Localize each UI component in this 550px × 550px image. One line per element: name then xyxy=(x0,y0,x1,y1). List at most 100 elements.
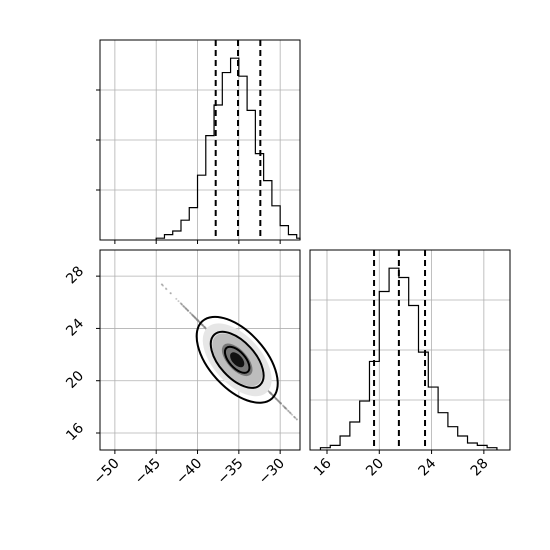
scatter-point xyxy=(182,305,185,308)
scatter-point xyxy=(268,390,271,393)
scatter-point xyxy=(276,398,279,401)
scatter-point xyxy=(191,313,193,316)
scatter-point xyxy=(277,400,280,403)
scatter-point xyxy=(268,391,271,394)
right-histogram-ticks: 16 20 24 28 xyxy=(311,450,492,479)
scatter-point xyxy=(185,307,188,310)
scatter-point xyxy=(177,300,180,303)
scatter-point xyxy=(268,391,271,394)
scatter-point xyxy=(284,406,287,409)
scatter-point xyxy=(193,316,196,319)
scatter-point xyxy=(165,288,168,291)
scatter-point xyxy=(192,314,195,317)
scatter-point xyxy=(187,309,190,312)
scatter-point xyxy=(194,316,197,319)
scatter-point xyxy=(196,318,199,321)
scatter-point xyxy=(270,392,273,395)
scatter-point xyxy=(185,308,188,311)
top-histogram-quantiles xyxy=(214,40,262,240)
scatter-point xyxy=(183,306,186,309)
scatter-point xyxy=(269,392,272,395)
scatter-point xyxy=(270,393,273,396)
scatter-point xyxy=(203,326,206,329)
scatter-point xyxy=(203,325,206,328)
density-level xyxy=(230,352,245,368)
scatter-point xyxy=(200,323,203,326)
scatter-point xyxy=(180,303,183,306)
joint-panel-frame xyxy=(99,249,301,451)
contour-line xyxy=(223,345,251,374)
scatter-point xyxy=(179,302,182,305)
scatter-point xyxy=(197,320,200,323)
scatter-point xyxy=(162,284,164,287)
scatter-point xyxy=(193,316,196,319)
scatter-point xyxy=(186,309,189,312)
scatter-point xyxy=(182,304,185,307)
scatter-point xyxy=(194,317,197,320)
right-histogram-steps xyxy=(319,267,498,450)
joint-y-tick-label: 16 xyxy=(63,420,87,444)
scatter-point xyxy=(279,402,282,404)
scatter-point xyxy=(164,287,167,290)
scatter-point xyxy=(196,319,199,322)
scatter-point xyxy=(280,402,282,405)
scatter-point xyxy=(278,401,281,404)
scatter-point xyxy=(201,324,204,327)
scatter-point xyxy=(198,320,201,323)
right-histogram-frame xyxy=(309,249,511,451)
scatter-point xyxy=(269,391,272,394)
scatter-point xyxy=(203,326,206,329)
scatter-point xyxy=(282,405,285,408)
scatter-point xyxy=(169,292,172,295)
scatter-point xyxy=(293,416,296,419)
joint-y-tick-label: 24 xyxy=(63,316,87,340)
scatter-point xyxy=(284,406,286,409)
scatter-point xyxy=(180,303,183,306)
scatter-point xyxy=(276,399,279,402)
scatter-point xyxy=(283,406,286,408)
scatter-point xyxy=(202,325,205,328)
scatter-point xyxy=(279,402,282,405)
scatter-point xyxy=(277,399,280,402)
scatter-point xyxy=(191,314,194,317)
scatter-point xyxy=(201,324,204,327)
joint-x-ticks: −50 −45 −40 −35 −30 xyxy=(90,450,288,488)
scatter-point xyxy=(275,397,278,400)
joint-panel: −50 −45 −40 −35 −30 16 20 24 28 xyxy=(63,249,301,488)
scatter-point xyxy=(279,402,282,405)
scatter-point xyxy=(278,400,280,403)
scatter-point xyxy=(195,318,198,321)
scatter-point xyxy=(195,318,198,321)
scatter-point xyxy=(275,397,278,400)
scatter-point xyxy=(195,317,198,320)
scatter-point xyxy=(275,398,278,401)
scatter-point xyxy=(187,309,190,312)
scatter-point xyxy=(293,416,296,418)
scatter-point xyxy=(281,404,284,407)
top-histogram-ticks xyxy=(96,89,281,244)
scatter-point xyxy=(270,392,273,395)
joint-y-tick-label: 20 xyxy=(63,368,87,392)
scatter-point xyxy=(275,397,278,400)
scatter-point xyxy=(279,402,282,404)
scatter-point xyxy=(169,292,172,295)
scatter-point xyxy=(196,319,199,321)
scatter-point xyxy=(197,319,200,322)
joint-y-ticks: 16 20 24 28 xyxy=(63,263,100,444)
scatter-point xyxy=(290,412,292,415)
scatter-point xyxy=(185,307,188,310)
scatter-point xyxy=(291,413,294,416)
scatter-point xyxy=(197,320,200,323)
joint-x-tick-label: −50 xyxy=(90,456,122,488)
scatter-point xyxy=(274,396,277,399)
scatter-point xyxy=(283,406,286,409)
scatter-point xyxy=(287,409,290,412)
scatter-point xyxy=(201,324,204,327)
scatter-point xyxy=(269,392,272,394)
scatter-point xyxy=(271,394,274,397)
scatter-point xyxy=(161,283,164,286)
scatter-point xyxy=(197,319,199,322)
joint-contours xyxy=(195,315,279,404)
scatter-point xyxy=(275,397,277,400)
